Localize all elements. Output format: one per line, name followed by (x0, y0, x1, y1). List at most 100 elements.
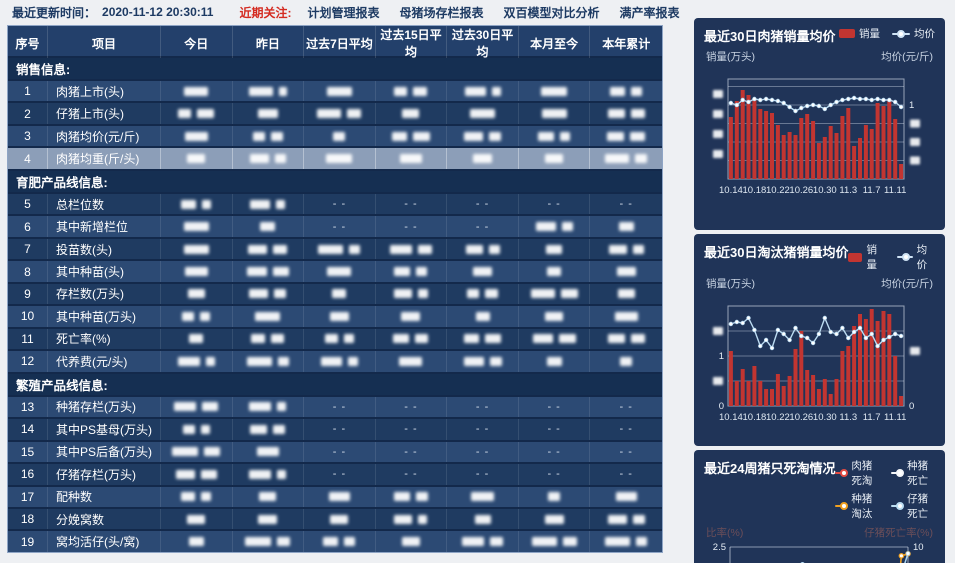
data-cell: - - (376, 464, 448, 485)
redacted-value (250, 199, 286, 209)
redacted-value (246, 356, 289, 366)
empty-value: - - (547, 400, 561, 413)
empty-value: - - (547, 423, 561, 436)
legend-item[interactable]: 销量 (839, 26, 880, 41)
legend-item[interactable]: 肉猪死淘 (835, 458, 879, 488)
svg-text:10.18: 10.18 (743, 412, 767, 423)
report-link-sow-farm[interactable]: 母猪场存栏报表 (399, 5, 484, 20)
data-cell (590, 103, 662, 123)
redacted-value (401, 537, 420, 547)
chart-panel-cull-pig-sales: 最近30日淘汰猪销量均价 销量 均价 销量(万头) 均价(元/斤) 10.14 10… (694, 234, 945, 446)
table-row[interactable]: 6 其中新增栏位 - - - - - - (8, 216, 662, 237)
legend-item[interactable]: 仔猪死亡 (891, 491, 935, 521)
svg-text:11.11: 11.11 (884, 412, 906, 423)
svg-text:10.14: 10.14 (719, 412, 743, 423)
redacted-value (187, 514, 206, 524)
svg-text:1: 1 (909, 100, 914, 111)
legend-item[interactable]: 均价 (892, 26, 935, 41)
legend-item[interactable]: 均价 (896, 242, 935, 272)
line-legend-icon (891, 502, 905, 510)
table-row[interactable]: 10 其中种苗(万头) (8, 306, 662, 327)
table-row[interactable]: 17 配种数 (8, 486, 662, 507)
data-cell (447, 238, 519, 260)
data-cell (447, 103, 519, 124)
redacted-value (546, 244, 563, 254)
table-row[interactable]: 16 仔猪存栏(万头) - - - - - - - - - - (8, 464, 662, 485)
redacted-value (329, 311, 349, 321)
table-row[interactable]: 11 死亡率(%) (8, 328, 662, 350)
redacted-value (616, 267, 636, 277)
legend-item[interactable]: 种猪死亡 (891, 458, 935, 488)
empty-value: - - (547, 198, 561, 211)
report-link-full-capacity[interactable]: 满产率报表 (619, 5, 680, 20)
table-row[interactable]: 18 分娩窝数 (8, 508, 662, 530)
redacted-value (464, 86, 501, 96)
row-label: 仔猪上市(头) (48, 103, 161, 124)
column-header: 本月至今 (519, 26, 591, 60)
table-row[interactable]: 2 仔猪上市(头) (8, 103, 662, 124)
data-cell (304, 351, 376, 372)
row-number: 11 (8, 328, 48, 350)
redacted-value (181, 199, 212, 209)
table-row[interactable]: 5 总栏位数 - - - - - - - - - - (8, 193, 662, 215)
data-cell (304, 531, 376, 552)
table-row[interactable]: 15 其中PS后备(万头) - - - - - - - - - - (8, 441, 662, 463)
data-cell (161, 441, 233, 463)
data-cell (161, 103, 233, 124)
row-label: 总栏位数 (48, 193, 161, 215)
redacted-value (177, 356, 215, 366)
svg-text:10.22: 10.22 (766, 185, 790, 196)
table-row[interactable]: 13 种猪存栏(万头) - - - - - - - - - - (8, 396, 662, 418)
data-cell: - - (447, 419, 519, 440)
data-cell (519, 283, 591, 305)
bar-legend-icon (839, 29, 855, 38)
table-row[interactable]: 14 其中PS基母(万头) - - - - - - - - - - (8, 419, 662, 440)
column-header: 过去7日平均 (304, 26, 376, 60)
table-row[interactable]: 9 存栏数(万头) (8, 283, 662, 305)
data-cell: - - (376, 441, 448, 463)
report-links: 计划管理报表 母猪场存栏报表 双百模型对比分析 满产率报表 (307, 4, 679, 21)
data-cell (233, 464, 305, 485)
chart-legend: 销量 均价 (839, 26, 935, 41)
table-row[interactable]: 3 肉猪均价(元/斤) (8, 125, 662, 147)
table-row[interactable]: 12 代养费(元/头) (8, 351, 662, 372)
data-cell (590, 351, 662, 371)
row-label: 其中PS后备(万头) (48, 441, 161, 463)
data-cell (161, 396, 233, 418)
redacted-value (402, 109, 420, 119)
data-cell (447, 328, 519, 350)
table-row[interactable]: 19 窝均活仔(头/窝) (8, 531, 662, 552)
data-cell (304, 103, 376, 124)
legend-item[interactable]: 销量 (848, 242, 884, 272)
table-row[interactable]: 1 肉猪上市(头) (8, 81, 662, 102)
row-label: 代养费(元/头) (48, 351, 161, 372)
legend-item[interactable]: 种猪淘汰 (835, 491, 879, 521)
data-cell: - - (590, 464, 662, 484)
data-cell (519, 261, 591, 282)
report-link-model-compare[interactable]: 双百模型对比分析 (503, 5, 600, 20)
data-cell (519, 508, 591, 530)
redacted-value (394, 514, 428, 524)
data-cell: - - (447, 216, 519, 237)
data-cell: - - (304, 396, 376, 418)
data-cell: - - (590, 194, 662, 214)
row-label: 仔猪存栏(万头) (48, 464, 161, 485)
redacted-value (541, 86, 568, 96)
redacted-value (249, 154, 286, 164)
data-cell: - - (304, 419, 376, 440)
table-row[interactable]: 8 其中种苗(头) (8, 261, 662, 282)
table-row[interactable]: 4 肉猪均重(斤/头) (8, 148, 662, 169)
data-cell (233, 148, 305, 169)
data-cell (590, 329, 662, 349)
table-row[interactable]: 7 投苗数(头) (8, 238, 662, 260)
data-cell (519, 238, 591, 260)
section-row: 育肥产品线信息: (8, 170, 662, 192)
data-cell (233, 193, 305, 215)
row-number: 6 (8, 216, 48, 237)
section-row: 销售信息: (8, 58, 662, 79)
redacted-value (183, 244, 209, 254)
empty-value: - - (619, 468, 633, 481)
report-link-plan[interactable]: 计划管理报表 (307, 5, 380, 20)
chart-canvas: 10.14 10.18 10.22 10.26 10.30 11.3 11.7 11.11 1 0… (713, 305, 920, 423)
bar-line-chart: 10.14 10.18 10.22 10.26 10.30 11.3 11.7 11.11 1 0… (704, 294, 935, 446)
